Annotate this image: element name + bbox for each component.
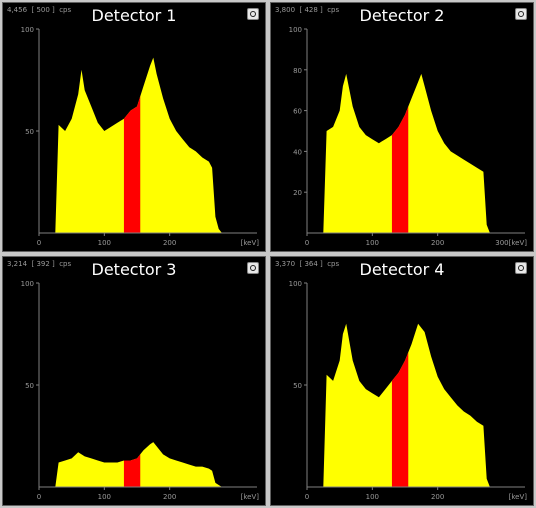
y-tick-label: 20 [293, 189, 302, 197]
y-tick-label: 100 [289, 26, 302, 34]
x-tick-label: 200 [163, 239, 176, 247]
y-tick-label: 40 [293, 148, 302, 156]
detector-panel-4: 50 100 0 100 200 [keV] 3,370 [ 364 ] cps Dete… [270, 256, 534, 506]
count-rate-readout: 4,456 [ 500 ] cps [7, 6, 72, 14]
roi-region [391, 352, 409, 487]
spectrum-chart-4: 50 100 0 100 200 [keV] [289, 280, 528, 501]
x-unit-label: [keV] [241, 493, 260, 501]
x-tick-label: 200 [431, 239, 444, 247]
y-tick-label: 100 [289, 280, 302, 288]
detector-panel-1: 50 100 0 100 200 [keV] 4,456 [ 500 ] cps Dete… [2, 2, 266, 252]
panel-title: Detector 1 [91, 6, 177, 25]
gear-icon[interactable] [515, 8, 527, 20]
panel-title: Detector 3 [91, 260, 177, 279]
x-tick-label: 0 [305, 493, 309, 501]
x-tick-label: 200 [431, 493, 444, 501]
y-tick-label: 100 [21, 26, 34, 34]
roi-region [123, 96, 141, 233]
y-tick-label: 80 [293, 67, 302, 75]
detector-panel-3: 50 100 0 100 200 [keV] 3,214 [ 392 ] cps Dete… [2, 256, 266, 506]
roi-region [123, 454, 141, 487]
x-tick-label: 100 [366, 239, 379, 247]
panel-title: Detector 4 [359, 260, 445, 279]
x-tick-label: 0 [37, 239, 41, 247]
spectrum-chart-3: 50 100 0 100 200 [keV] [21, 280, 260, 501]
x-unit-label: [keV] [509, 493, 528, 501]
detector-panel-2: 20 40 60 80 100 0 100 200 300[keV] 3,800 [ 428 ]… [270, 2, 534, 252]
x-unit-label: 300[keV] [495, 239, 527, 247]
gear-icon[interactable] [515, 262, 527, 274]
x-tick-label: 100 [98, 239, 111, 247]
x-tick-label: 0 [37, 493, 41, 501]
count-rate-readout: 3,370 [ 364 ] cps [275, 260, 340, 268]
gear-icon[interactable] [247, 262, 259, 274]
x-tick-label: 0 [305, 239, 309, 247]
spectrum-chart-2: 20 40 60 80 100 0 100 200 300[keV] [289, 26, 528, 247]
x-tick-label: 100 [366, 493, 379, 501]
y-tick-label: 100 [21, 280, 34, 288]
y-tick-label: 50 [25, 382, 34, 390]
x-unit-label: [keV] [241, 239, 260, 247]
x-tick-label: 100 [98, 493, 111, 501]
y-tick-label: 60 [293, 108, 302, 116]
x-tick-label: 200 [163, 493, 176, 501]
y-tick-label: 50 [25, 128, 34, 136]
y-tick-label: 50 [293, 382, 302, 390]
count-rate-readout: 3,800 [ 428 ] cps [275, 6, 340, 14]
panel-title: Detector 2 [359, 6, 445, 25]
gear-icon[interactable] [247, 8, 259, 20]
spectrum-chart-1: 50 100 0 100 200 [keV] [21, 26, 260, 247]
count-rate-readout: 3,214 [ 392 ] cps [7, 260, 72, 268]
roi-region [391, 106, 409, 233]
